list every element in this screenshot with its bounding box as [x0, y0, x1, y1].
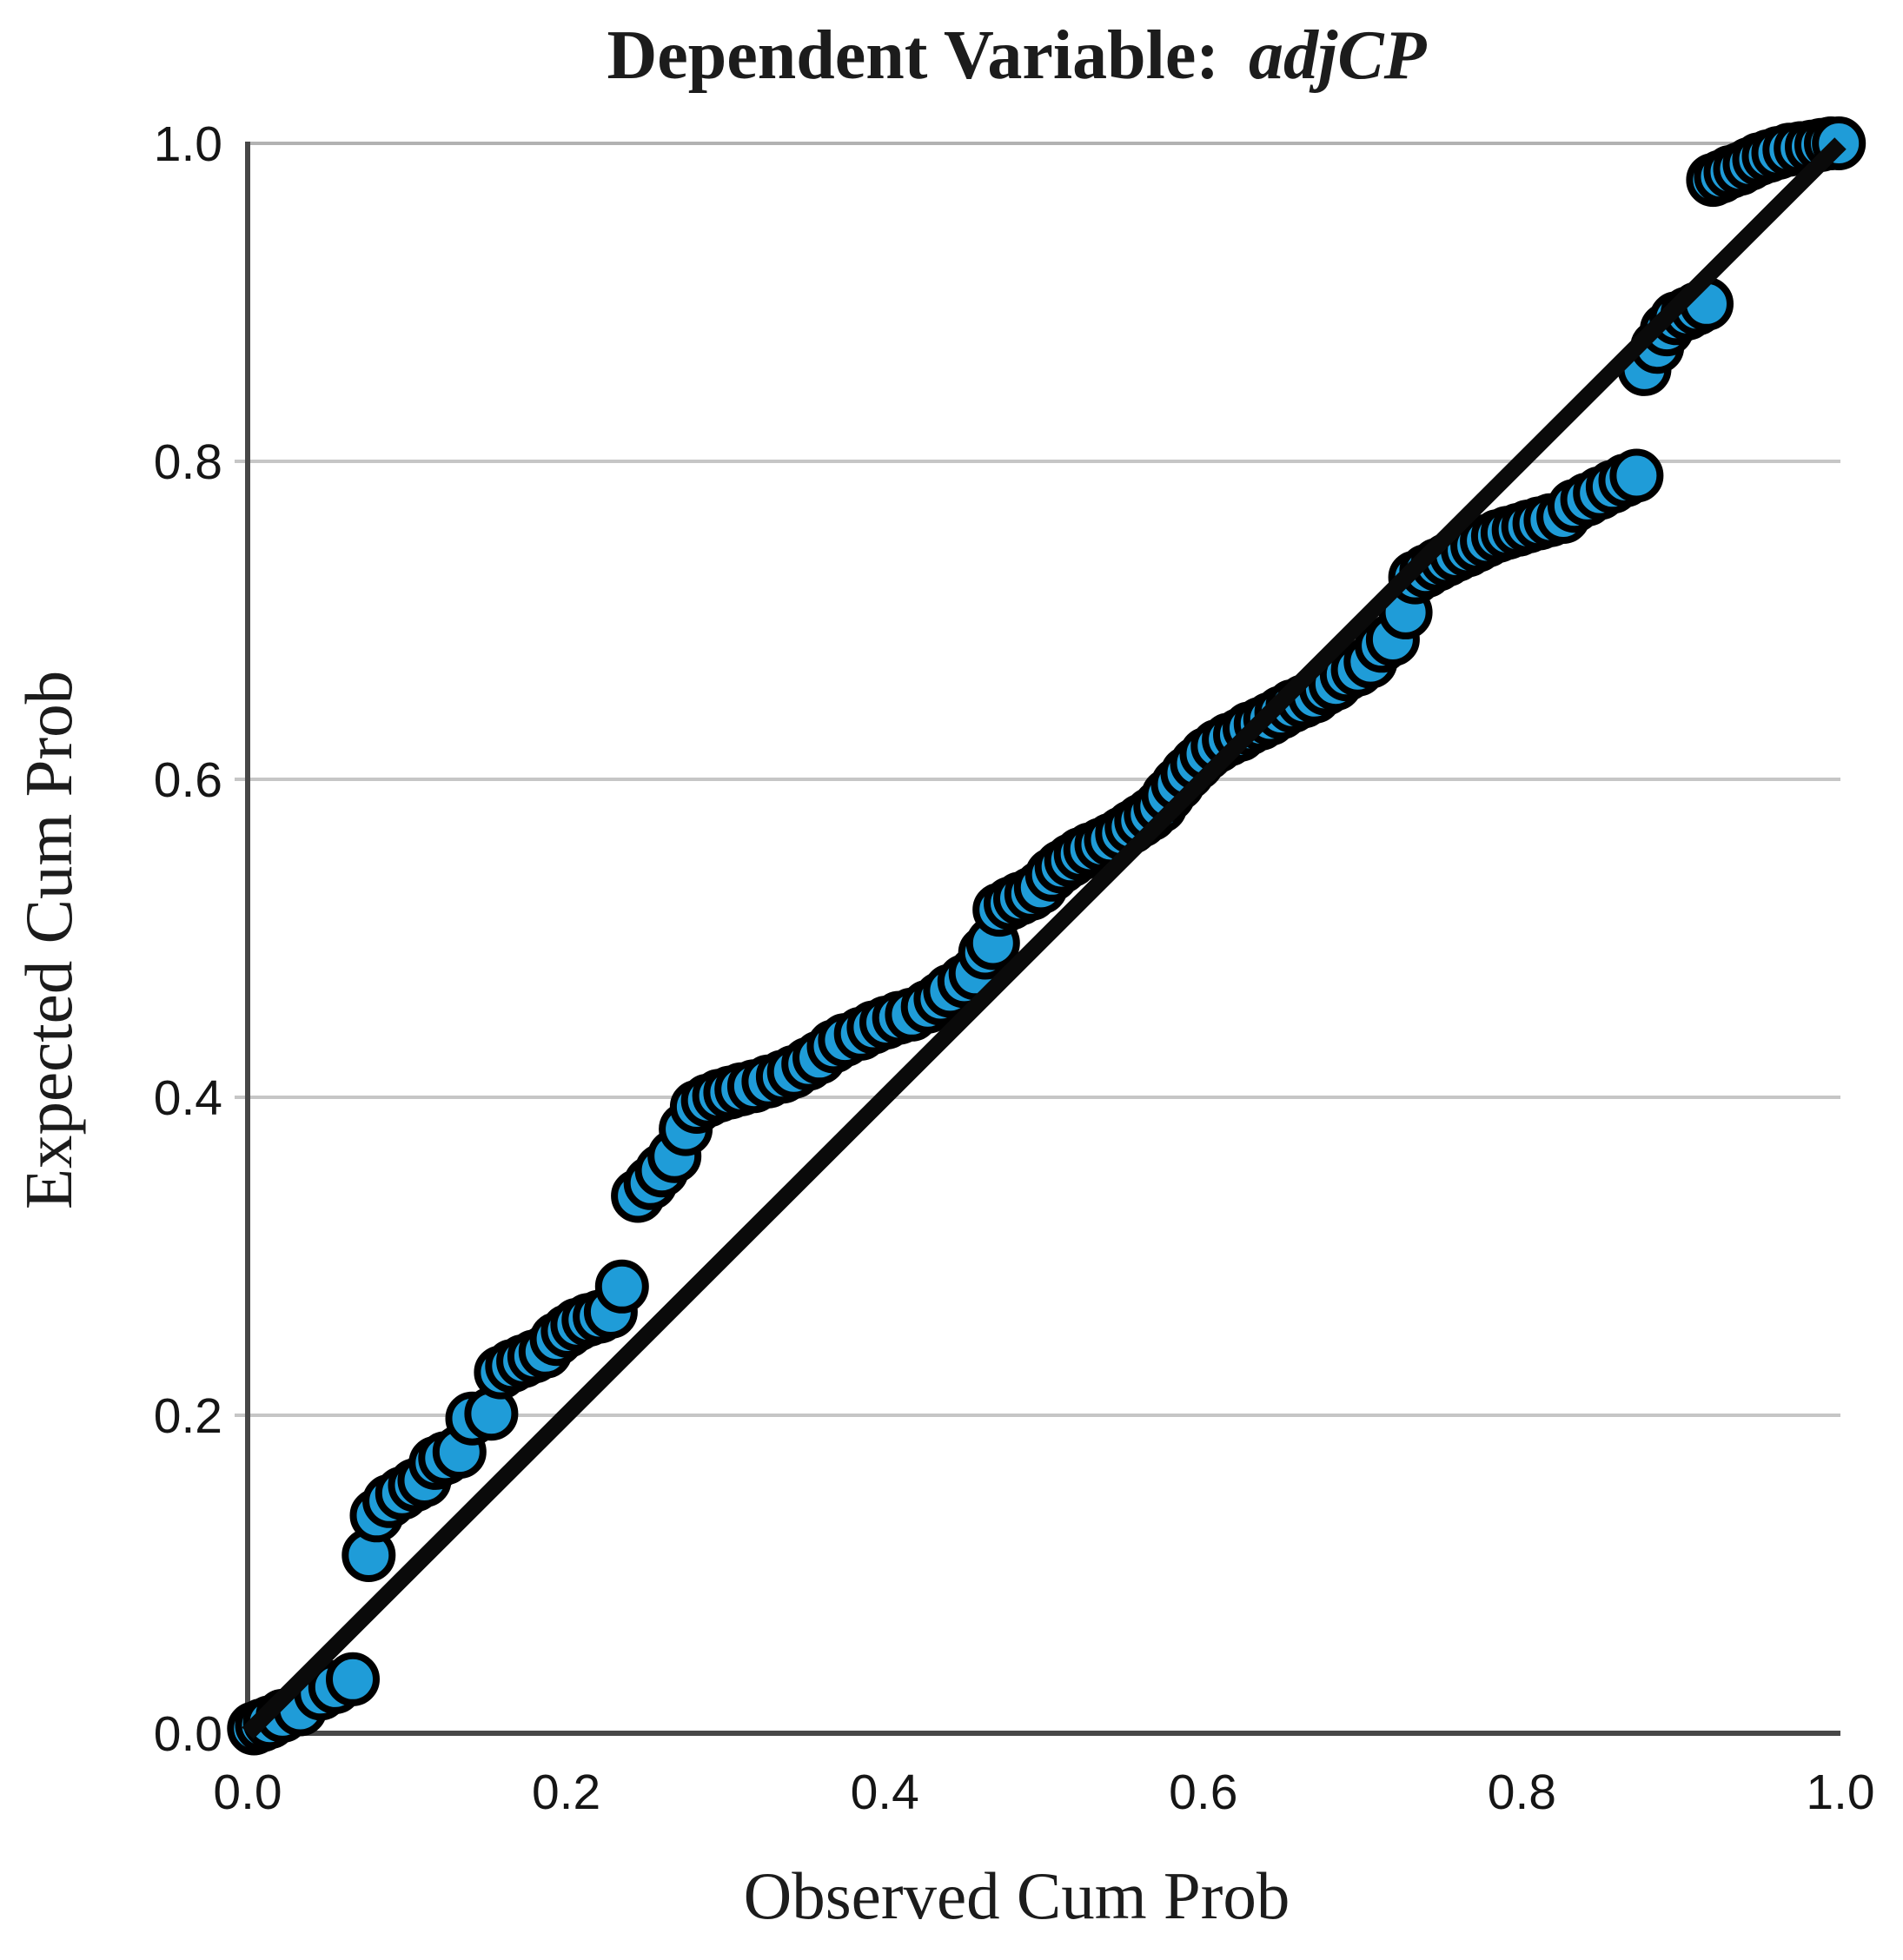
x-tick-label: 0.4 [851, 1765, 919, 1820]
y-tick-label: 0.0 [154, 1706, 222, 1762]
x-tick-label: 0.0 [213, 1765, 282, 1820]
y-tick-label: 1.0 [154, 116, 222, 172]
chart-title-prefix: Dependent Variable: [607, 17, 1237, 94]
y-tick-label: 0.2 [154, 1388, 222, 1444]
y-tick-label: 0.8 [154, 434, 222, 490]
data-point [1609, 448, 1664, 503]
data-point [594, 1259, 649, 1314]
x-axis-title: Observed Cum Prob [744, 1858, 1290, 1933]
gridlines [235, 460, 1840, 1417]
x-tick-label: 1.0 [1806, 1765, 1874, 1820]
scatter-points [227, 116, 1867, 1756]
plot-frame [245, 142, 1840, 1736]
y-tick-labels: 0.0 0.2 0.4 0.6 0.8 1.0 [154, 116, 222, 1762]
x-tick-labels: 0.0 0.2 0.4 0.6 0.8 1.0 [213, 1765, 1874, 1820]
chart-title-variable: adjCP [1249, 17, 1428, 94]
x-tick-label: 0.8 [1488, 1765, 1556, 1820]
x-tick-label: 0.6 [1169, 1765, 1237, 1820]
reference-line-layer [242, 137, 1847, 1739]
y-tick-label: 0.4 [154, 1070, 222, 1126]
data-point [326, 1652, 380, 1706]
y-tick-label: 0.6 [154, 752, 222, 808]
reference-line [242, 137, 1847, 1739]
chart-title: Dependent Variable: adjCP [607, 17, 1428, 94]
x-tick-label: 0.2 [532, 1765, 600, 1820]
y-axis-title: Expected Cum Prob [11, 671, 86, 1209]
